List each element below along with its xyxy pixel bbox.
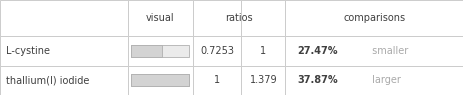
- Bar: [192, 0, 241, 36]
- Bar: [0, 66, 127, 95]
- Text: visual: visual: [145, 13, 174, 23]
- Text: 0.7253: 0.7253: [200, 46, 233, 56]
- Bar: [241, 36, 285, 66]
- Text: comparisons: comparisons: [343, 13, 405, 23]
- Bar: [285, 66, 463, 95]
- Bar: [285, 36, 463, 66]
- Bar: [131, 45, 161, 57]
- Bar: [192, 36, 241, 66]
- Bar: [131, 45, 188, 57]
- Text: ratios: ratios: [225, 13, 252, 23]
- Bar: [0, 0, 127, 36]
- Text: 1.379: 1.379: [249, 75, 276, 85]
- Text: smaller: smaller: [369, 46, 408, 56]
- Text: 1: 1: [213, 75, 219, 85]
- Text: thallium(I) iodide: thallium(I) iodide: [6, 75, 89, 85]
- Bar: [131, 74, 188, 86]
- Text: 1: 1: [260, 46, 266, 56]
- Bar: [127, 0, 192, 36]
- Bar: [131, 74, 188, 86]
- Text: larger: larger: [369, 75, 400, 85]
- Bar: [241, 0, 285, 36]
- Bar: [0, 36, 127, 66]
- Bar: [192, 66, 241, 95]
- Bar: [241, 66, 285, 95]
- Text: 37.87%: 37.87%: [296, 75, 337, 85]
- Bar: [127, 66, 192, 95]
- Text: 27.47%: 27.47%: [296, 46, 337, 56]
- Bar: [127, 36, 192, 66]
- Text: L-cystine: L-cystine: [6, 46, 50, 56]
- Bar: [285, 0, 463, 36]
